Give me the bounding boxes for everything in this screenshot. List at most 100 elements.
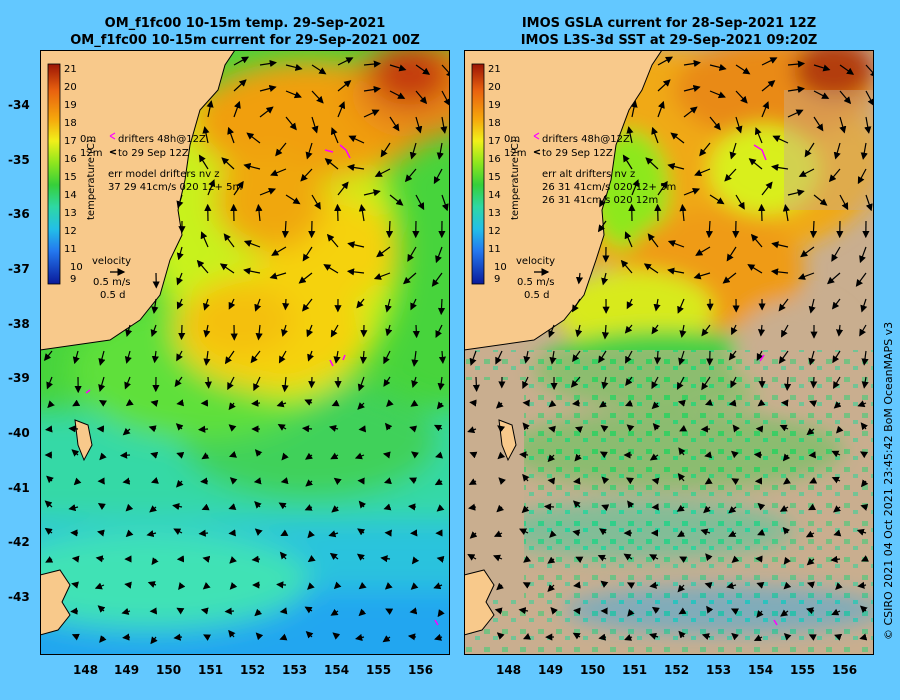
current-arrow: [332, 632, 341, 640]
colorbar-tick: 20: [64, 82, 77, 93]
current-arrow: [653, 350, 662, 365]
current-arrow: [599, 194, 607, 208]
current-arrow: [259, 59, 277, 68]
current-arrow: [150, 451, 159, 459]
current-arrow: [363, 85, 381, 94]
current-arrow: [571, 298, 581, 313]
current-arrow: [735, 90, 748, 104]
current-arrow: [301, 425, 313, 433]
current-arrow: [495, 350, 503, 365]
lon-tick-label: 153: [706, 663, 732, 677]
current-arrow: [436, 555, 445, 563]
current-arrow: [761, 181, 773, 196]
temperature-colorbar: [471, 63, 485, 285]
current-arrow: [229, 556, 237, 564]
current-arrow: [547, 477, 556, 485]
current-arrow: [806, 581, 815, 589]
current-arrow: [667, 163, 685, 170]
current-arrow: [783, 477, 791, 485]
drifters-date-label: to 29 Sep 12Z: [542, 148, 613, 159]
current-arrow: [259, 106, 274, 118]
current-arrow: [679, 556, 688, 563]
current-arrow: [228, 450, 237, 458]
lat-tick-label: -36: [8, 207, 30, 221]
current-arrow: [43, 350, 53, 362]
left-title-line1: OM_f1fc00 10-15m temp. 29-Sep-2021: [104, 16, 386, 31]
current-arrow: [624, 324, 633, 334]
current-arrow: [307, 554, 316, 563]
current-arrow: [833, 401, 842, 409]
temperature-field: [40, 50, 450, 655]
colorbar-tick: 18: [64, 118, 77, 129]
current-arrow: [221, 157, 235, 170]
lat-tick-label: -38: [8, 317, 30, 331]
current-arrow: [678, 447, 686, 456]
current-arrow: [436, 401, 445, 410]
current-arrow: [435, 324, 443, 338]
current-arrow: [729, 142, 737, 160]
current-arrow: [683, 187, 701, 196]
current-arrow: [333, 581, 342, 590]
current-arrow: [574, 453, 582, 462]
current-arrow: [122, 633, 131, 641]
lon-tick-label: 153: [282, 663, 308, 677]
current-arrow: [809, 400, 818, 408]
current-arrow: [278, 350, 287, 364]
current-arrow: [732, 424, 740, 433]
current-arrow: [250, 350, 261, 364]
current-arrow: [864, 116, 872, 134]
current-arrow: [831, 298, 841, 310]
lat-tick-label: -37: [8, 262, 30, 276]
current-arrow: [787, 189, 805, 197]
current-arrow: [651, 401, 660, 410]
current-arrow: [695, 246, 711, 256]
current-arrow: [356, 298, 365, 309]
current-arrow: [598, 400, 607, 408]
current-arrow: [522, 633, 532, 640]
current-arrow: [435, 451, 443, 459]
current-arrow: [311, 64, 327, 75]
current-arrow: [384, 582, 393, 590]
current-arrow: [206, 100, 214, 118]
lat-tick-label: -39: [8, 371, 30, 385]
current-arrow: [347, 163, 365, 172]
current-arrow: [667, 267, 685, 275]
current-arrow: [547, 454, 556, 463]
current-arrow: [704, 451, 713, 459]
current-arrow: [409, 477, 418, 485]
current-arrow: [597, 220, 607, 233]
current-arrow: [771, 163, 789, 172]
current-arrow: [467, 554, 477, 561]
current-arrow: [151, 298, 159, 314]
current-arrow: [178, 582, 186, 591]
colorbar-tick: 9: [70, 274, 76, 285]
current-arrow: [198, 529, 209, 537]
current-arrow: [651, 324, 659, 335]
current-arrow: [228, 402, 236, 411]
current-arrow: [270, 168, 287, 177]
current-arrow: [404, 168, 417, 183]
lon-tick-label: 152: [240, 663, 266, 677]
current-arrow: [254, 608, 263, 617]
current-arrow: [412, 324, 420, 339]
current-arrow: [285, 63, 303, 71]
current-arrow: [865, 90, 874, 107]
current-arrow: [831, 246, 841, 262]
colorbar-title: temperature (C): [510, 139, 521, 220]
colorbar-tick: 15: [64, 172, 77, 183]
current-arrow: [701, 633, 711, 641]
current-arrow: [277, 423, 287, 431]
current-arrow: [833, 142, 841, 160]
current-arrow: [626, 126, 634, 144]
current-arrow: [175, 479, 184, 488]
current-arrow: [233, 79, 247, 92]
current-arrow: [357, 376, 365, 392]
current-arrow: [435, 246, 443, 264]
current-arrow: [839, 194, 849, 211]
current-arrow: [363, 189, 381, 197]
current-arrow: [728, 530, 737, 537]
current-arrow: [243, 267, 261, 275]
colorbar-tick: 19: [488, 100, 501, 111]
current-arrow: [281, 220, 289, 239]
current-arrow: [251, 555, 261, 563]
